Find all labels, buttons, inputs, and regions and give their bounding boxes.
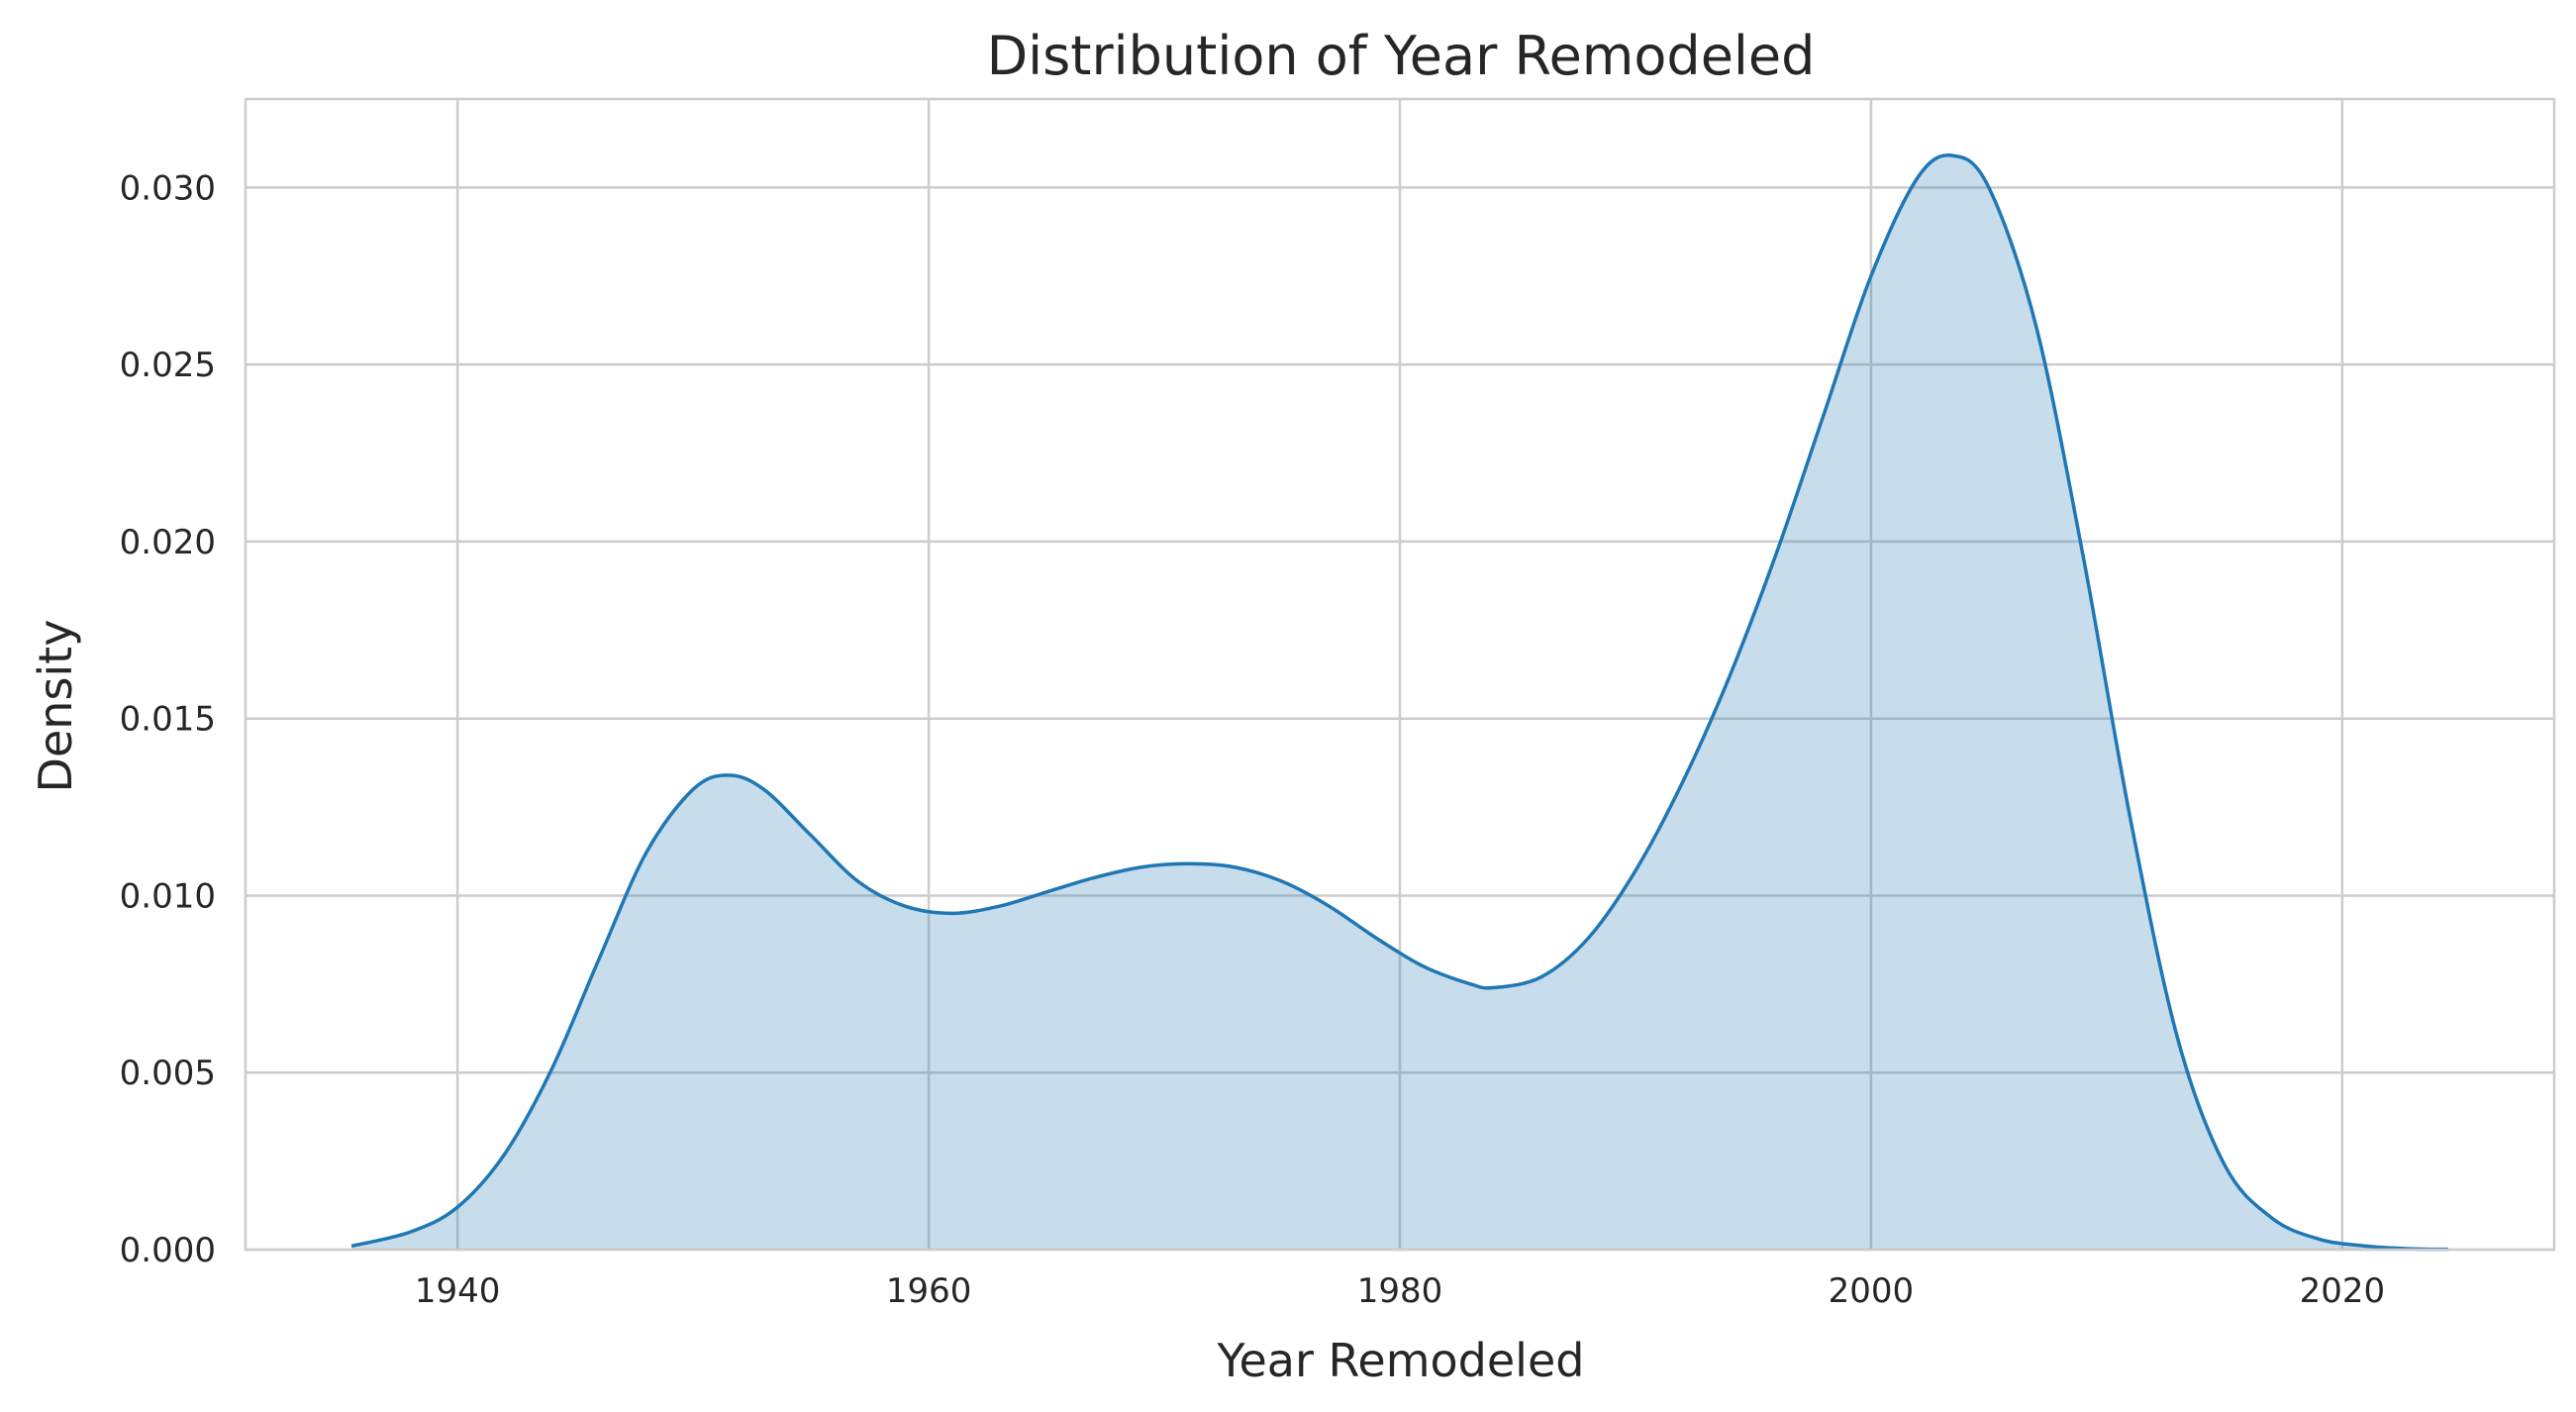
- y-tick-label: 0.005: [120, 1054, 216, 1093]
- x-tick-label: 1940: [415, 1271, 501, 1311]
- y-tick-label: 0.010: [120, 876, 216, 916]
- y-tick-label: 0.020: [120, 523, 216, 562]
- x-tick-label: 2000: [1829, 1271, 1915, 1311]
- y-tick-label: 0.025: [120, 346, 216, 385]
- density-line: [350, 153, 2448, 1252]
- x-axis-ticks: 1940 1960 1980 2000 2020: [415, 1271, 2385, 1311]
- x-tick-label: 2020: [2300, 1271, 2386, 1311]
- x-axis-title: Year Remodeled: [1217, 1334, 1585, 1387]
- y-axis-title: Density: [29, 620, 82, 793]
- chart-title: Distribution of Year Remodeled: [987, 25, 1816, 87]
- x-tick-label: 1960: [886, 1271, 972, 1311]
- y-tick-label: 0.000: [120, 1231, 216, 1270]
- y-tick-label: 0.015: [120, 700, 216, 740]
- density-area: [351, 154, 2448, 1250]
- x-tick-label: 1980: [1357, 1271, 1443, 1311]
- y-tick-label: 0.030: [120, 168, 216, 208]
- y-axis-ticks: 0.000 0.005 0.010 0.015 0.020 0.025 0.030: [120, 168, 216, 1270]
- plot-frame: [244, 97, 2556, 1252]
